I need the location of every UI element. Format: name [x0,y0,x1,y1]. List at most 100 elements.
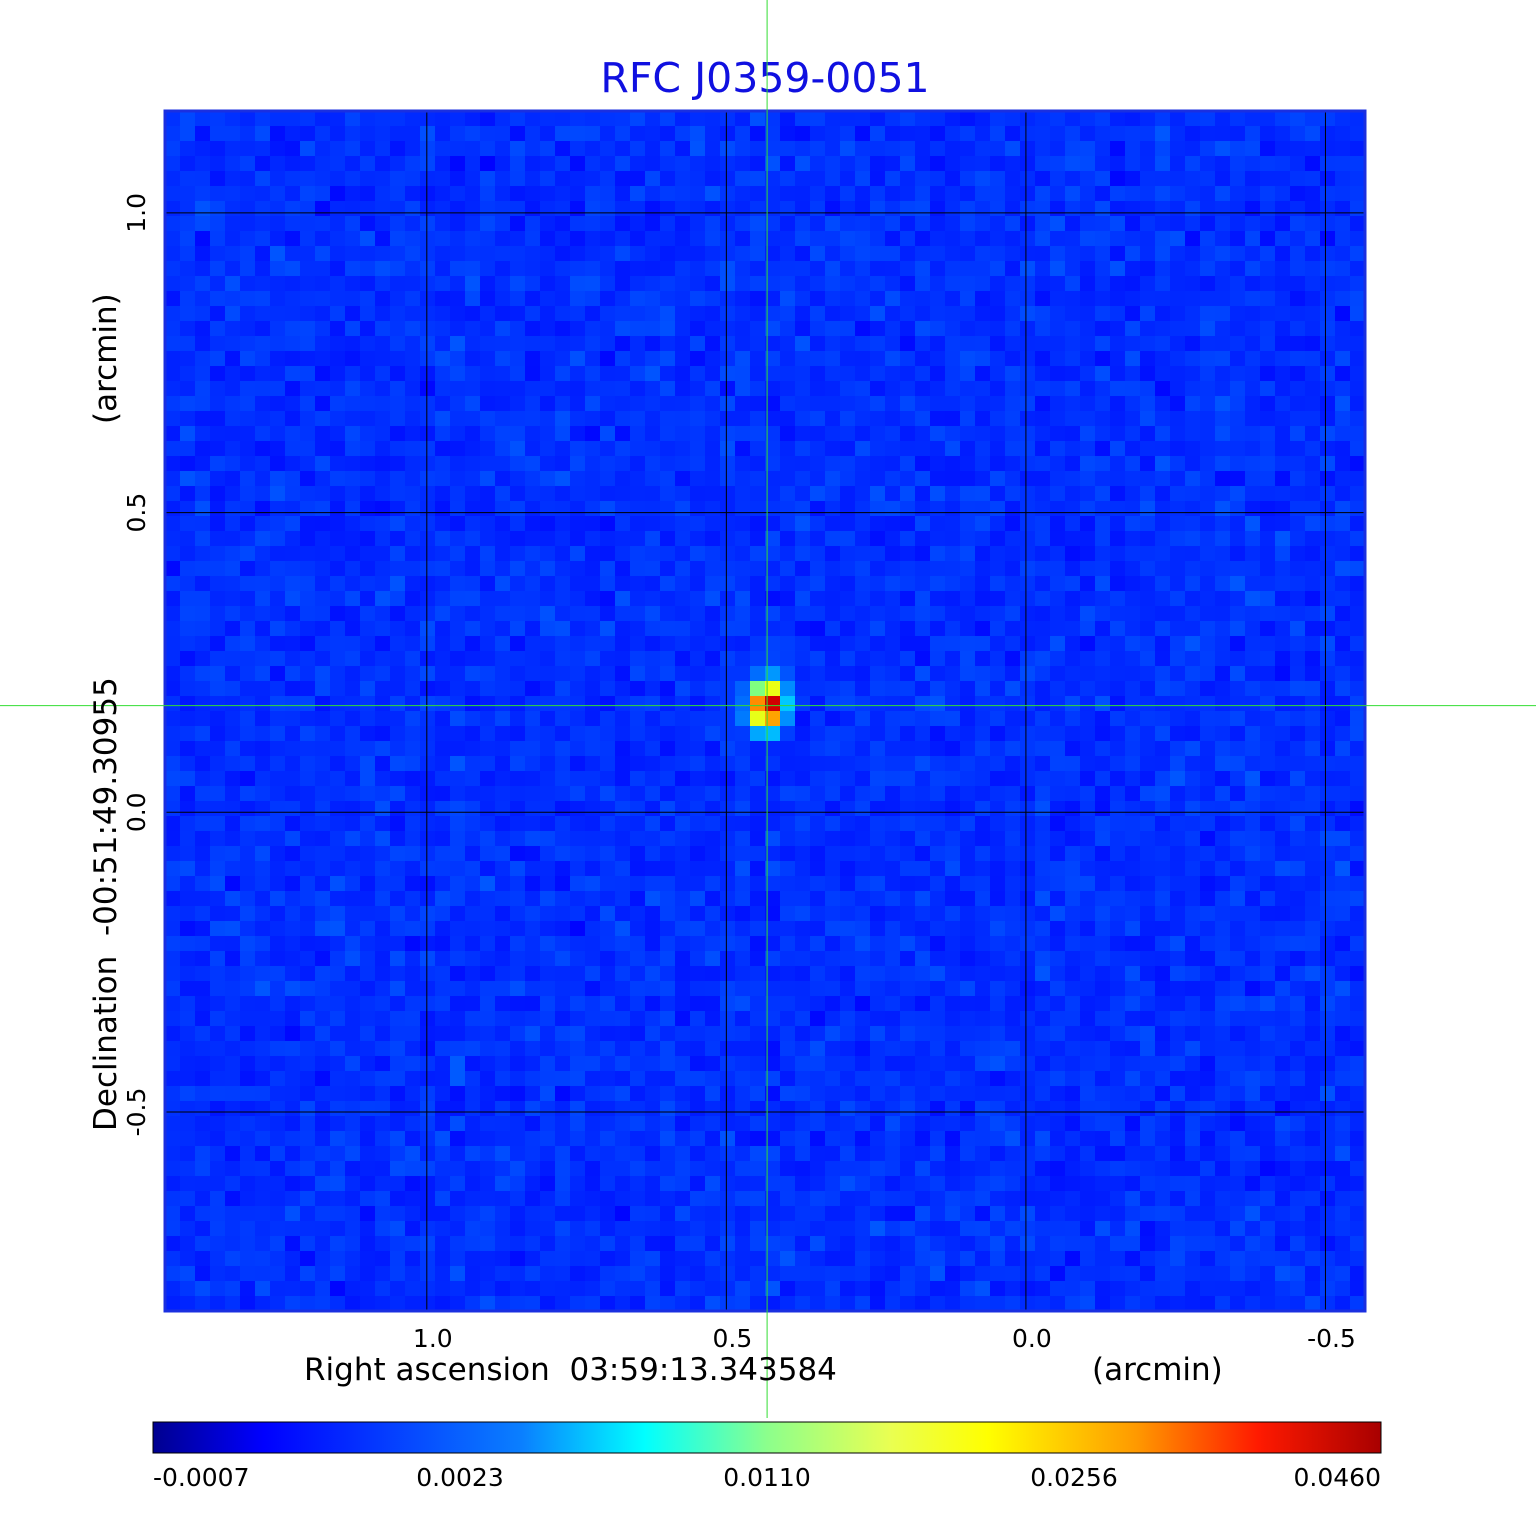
image-pixel [630,111,646,127]
image-pixel [930,291,946,307]
image-pixel [930,471,946,487]
image-pixel [1200,951,1216,967]
image-pixel [1275,141,1291,157]
image-pixel [210,681,226,697]
image-pixel [1290,846,1306,862]
image-pixel [555,381,571,397]
image-pixel [615,411,631,427]
image-pixel [690,891,706,907]
image-pixel [510,171,526,187]
image-pixel [705,771,721,787]
image-pixel [915,951,931,967]
image-pixel [495,171,511,187]
image-pixel [330,156,346,172]
image-pixel [900,501,916,517]
image-pixel [1110,606,1126,622]
image-pixel [210,786,226,802]
image-pixel [885,336,901,352]
image-pixel [570,696,586,712]
image-pixel [1245,681,1261,697]
image-pixel [165,396,181,412]
image-pixel [690,366,706,382]
image-pixel [1185,231,1201,247]
image-pixel [690,381,706,397]
image-pixel [180,771,196,787]
image-pixel [615,786,631,802]
image-pixel [735,606,751,622]
image-pixel [855,801,871,817]
image-pixel [270,981,286,997]
image-pixel [945,651,961,667]
image-pixel [1170,981,1186,997]
image-pixel [1125,141,1141,157]
image-pixel [735,696,751,712]
image-pixel [1155,501,1171,517]
image-pixel [555,951,571,967]
image-pixel [195,1041,211,1057]
image-pixel [630,921,646,937]
image-pixel [420,291,436,307]
image-pixel [1290,426,1306,442]
image-pixel [570,186,586,202]
image-pixel [675,441,691,457]
image-pixel [390,126,406,142]
image-pixel [690,636,706,652]
image-pixel [615,126,631,142]
image-pixel [960,606,976,622]
image-pixel [945,276,961,292]
image-pixel [855,246,871,262]
image-pixel [420,1026,436,1042]
image-pixel [510,1041,526,1057]
image-pixel [1020,126,1036,142]
image-pixel [1005,171,1021,187]
image-pixel [390,606,406,622]
image-pixel [480,201,496,217]
image-pixel [165,1026,181,1042]
image-pixel [1260,576,1276,592]
image-pixel [750,351,766,367]
image-pixel [885,621,901,637]
image-pixel [1275,771,1291,787]
image-pixel [825,396,841,412]
image-pixel [435,636,451,652]
image-pixel [180,426,196,442]
image-pixel [630,606,646,622]
image-pixel [345,321,361,337]
image-pixel [195,231,211,247]
image-pixel [1320,726,1336,742]
image-pixel [1320,171,1336,187]
image-pixel [1050,666,1066,682]
image-pixel [720,351,736,367]
image-pixel [1200,621,1216,637]
image-pixel [180,696,196,712]
image-pixel [720,291,736,307]
image-pixel [1095,396,1111,412]
image-pixel [975,906,991,922]
image-pixel [1125,471,1141,487]
image-pixel [420,921,436,937]
image-pixel [435,1041,451,1057]
image-pixel [1335,696,1351,712]
image-pixel [930,816,946,832]
image-pixel [585,756,601,772]
image-pixel [915,861,931,877]
image-pixel [795,486,811,502]
image-pixel [1140,696,1156,712]
image-pixel [210,861,226,877]
image-pixel [855,711,871,727]
image-pixel [1125,426,1141,442]
image-pixel [435,561,451,577]
image-pixel [690,711,706,727]
image-pixel [285,231,301,247]
image-pixel [945,261,961,277]
image-pixel [1035,786,1051,802]
image-pixel [330,966,346,982]
image-pixel [585,831,601,847]
image-pixel [690,216,706,232]
image-pixel [870,576,886,592]
image-pixel [315,531,331,547]
image-pixel [450,276,466,292]
chart-title: RFC J0359-0051 [600,54,929,102]
image-pixel [1200,441,1216,457]
image-pixel [195,636,211,652]
